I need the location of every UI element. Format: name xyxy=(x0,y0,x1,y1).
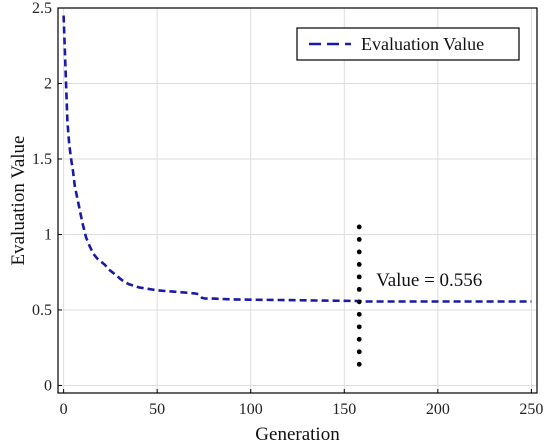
grid-layer xyxy=(58,7,537,393)
marker-dot-11 xyxy=(356,224,362,230)
x-tick-label-0: 0 xyxy=(60,401,68,418)
y-tick-label-1: 0.5 xyxy=(32,302,52,319)
x-axis-title: Generation xyxy=(255,424,340,445)
x-tick-label-2: 100 xyxy=(239,401,263,418)
y-tick-label-0: 0 xyxy=(44,377,52,394)
x-tick-label-1: 50 xyxy=(149,401,165,418)
marker-dot-7 xyxy=(356,274,362,280)
annotation-layer: Value = 0.556 xyxy=(376,270,482,291)
x-tick-label-5: 250 xyxy=(519,401,543,418)
y-tick-label-5: 2.5 xyxy=(32,0,52,17)
marker-layer xyxy=(356,224,362,367)
x-tick-label-3: 150 xyxy=(332,401,356,418)
marker-dot-8 xyxy=(356,261,362,267)
marker-dot-10 xyxy=(356,237,362,242)
marker-dot-1 xyxy=(356,349,362,355)
y-tick-label-3: 1.5 xyxy=(32,151,52,168)
y-tick-label-4: 2 xyxy=(44,75,52,92)
series-line-0 xyxy=(62,15,532,303)
marker-dot-5 xyxy=(356,299,362,305)
y-tick-label-2: 1 xyxy=(44,226,52,243)
x-tick-label-4: 200 xyxy=(426,401,450,418)
marker-dot-2 xyxy=(356,336,362,342)
marker-dot-4 xyxy=(356,311,362,317)
tick-layer: 0 50 100 150 200 250 0 0.5 1 1.5 2 2.5 xyxy=(32,0,543,418)
series-layer xyxy=(62,15,532,303)
plot-frame xyxy=(57,7,538,394)
marker-dot-6 xyxy=(356,286,362,292)
annotation-text-0: Value = 0.556 xyxy=(376,270,482,291)
legend: Evaluation Value xyxy=(296,27,520,61)
marker-dot-3 xyxy=(356,324,362,330)
marker-dot-9 xyxy=(356,249,362,255)
y-axis-title: Evaluation Value xyxy=(8,136,29,266)
marker-dot-0 xyxy=(356,361,362,367)
legend-label-0: Evaluation Value xyxy=(361,34,484,54)
